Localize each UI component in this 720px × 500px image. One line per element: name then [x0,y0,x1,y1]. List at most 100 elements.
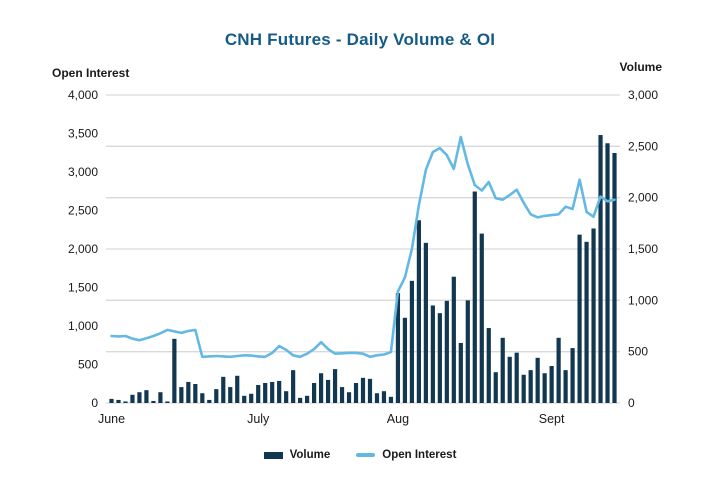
x-axis-month-label: June [98,412,125,426]
volume-bar [249,393,254,403]
volume-bar [605,143,610,403]
legend-label-volume: Volume [289,449,331,461]
left-axis-tick-label: 1,500 [68,281,98,295]
volume-bar [591,228,596,403]
volume-bar [542,373,547,403]
volume-bar [451,276,456,403]
volume-bar [305,395,310,403]
volume-bar [263,382,268,403]
volume-bar [430,305,435,403]
volume-bar [521,374,526,403]
volume-bar [291,370,296,403]
left-axis-tick-label: 3,500 [68,127,98,141]
volume-bar [179,387,184,403]
volume-bar [367,378,373,403]
volume-bar [493,372,498,403]
volume-bar [437,313,442,403]
volume-bar [235,375,240,403]
volume-bar [549,366,554,403]
legend-item-volume: Volume [263,449,331,461]
volume-bar [402,317,408,403]
volume-bar [186,381,191,403]
volume-bar [507,356,512,403]
x-axis-month-label: Aug [387,412,409,426]
volume-bar [318,373,324,403]
volume-bar [339,387,345,403]
volume-bar [151,400,156,403]
volume-bar [479,233,484,403]
volume-bar [612,153,617,403]
left-axis-tick-label: 2,000 [68,242,98,256]
volume-bar [535,357,540,403]
volume-bar [598,135,603,404]
volume-bar [311,382,317,403]
volume-bar [123,401,128,403]
volume-bar [298,397,303,403]
volume-bar [409,280,415,403]
left-axis-tick-label: 4,000 [68,88,98,102]
volume-bar [563,370,568,403]
volume-bar [214,389,219,403]
right-axis-tick-label: 0 [628,396,635,410]
volume-bar [256,385,261,403]
volume-bar [353,382,359,403]
volume-bar [444,300,449,403]
volume-bar [388,396,394,403]
volume-bar [284,391,289,403]
volume-bar [116,399,121,403]
volume-bar [395,293,401,403]
volume-bar [130,394,135,403]
legend-item-open-interest: Open Interest [356,449,456,461]
volume-bar [242,395,247,403]
right-axis-tick-label: 3,000 [628,88,658,102]
volume-bar [165,401,170,403]
x-axis-month-label: July [247,412,270,426]
volume-bar [144,390,149,403]
open-interest-swatch-icon [356,453,376,457]
volume-bar [458,342,463,403]
left-axis-tick-label: 500 [78,358,98,372]
volume-bar [325,379,331,403]
volume-bar [556,337,561,403]
volume-bar [570,348,575,403]
volume-bar [500,337,505,403]
volume-bar [486,328,491,403]
volume-bar [374,393,380,403]
volume-bar [528,370,533,403]
left-axis-title: Open Interest [52,66,130,80]
volume-bar [270,381,275,403]
volume-bar [577,234,582,403]
volume-bar [221,376,226,403]
volume-bar [332,369,338,403]
legend: Volume Open Interest [0,449,720,461]
volume-bar [277,380,282,403]
volume-bar [172,338,177,403]
left-axis-tick-label: 0 [91,396,98,410]
volume-bar [193,384,198,403]
volume-bar [416,220,421,403]
right-axis-tick-label: 1,500 [628,242,658,256]
right-axis-tick-label: 500 [628,345,648,359]
open-interest-line [110,135,616,359]
right-axis-title: Volume [619,60,662,74]
volume-bar [472,191,477,403]
volume-swatch-icon [263,451,283,459]
legend-label-open-interest: Open Interest [382,449,457,461]
volume-bar [423,242,428,403]
right-axis-tick-label: 2,500 [628,139,658,153]
volume-bar [346,392,352,403]
left-axis-tick-label: 2,500 [68,204,98,218]
volume-bar [137,392,142,403]
right-axis-tick-label: 2,000 [628,191,658,205]
volume-bar [109,398,114,403]
volume-bar [158,392,163,403]
right-axis-tick-label: 1,000 [628,293,658,307]
volume-bar [584,241,589,403]
chart-title: CNH Futures - Daily Volume & OI [224,30,496,49]
left-axis-tick-label: 1,000 [68,319,98,333]
volume-bar [465,300,470,403]
volume-bar [228,387,233,403]
left-axis-tick-label: 3,000 [68,165,98,179]
volume-bar [200,393,205,403]
